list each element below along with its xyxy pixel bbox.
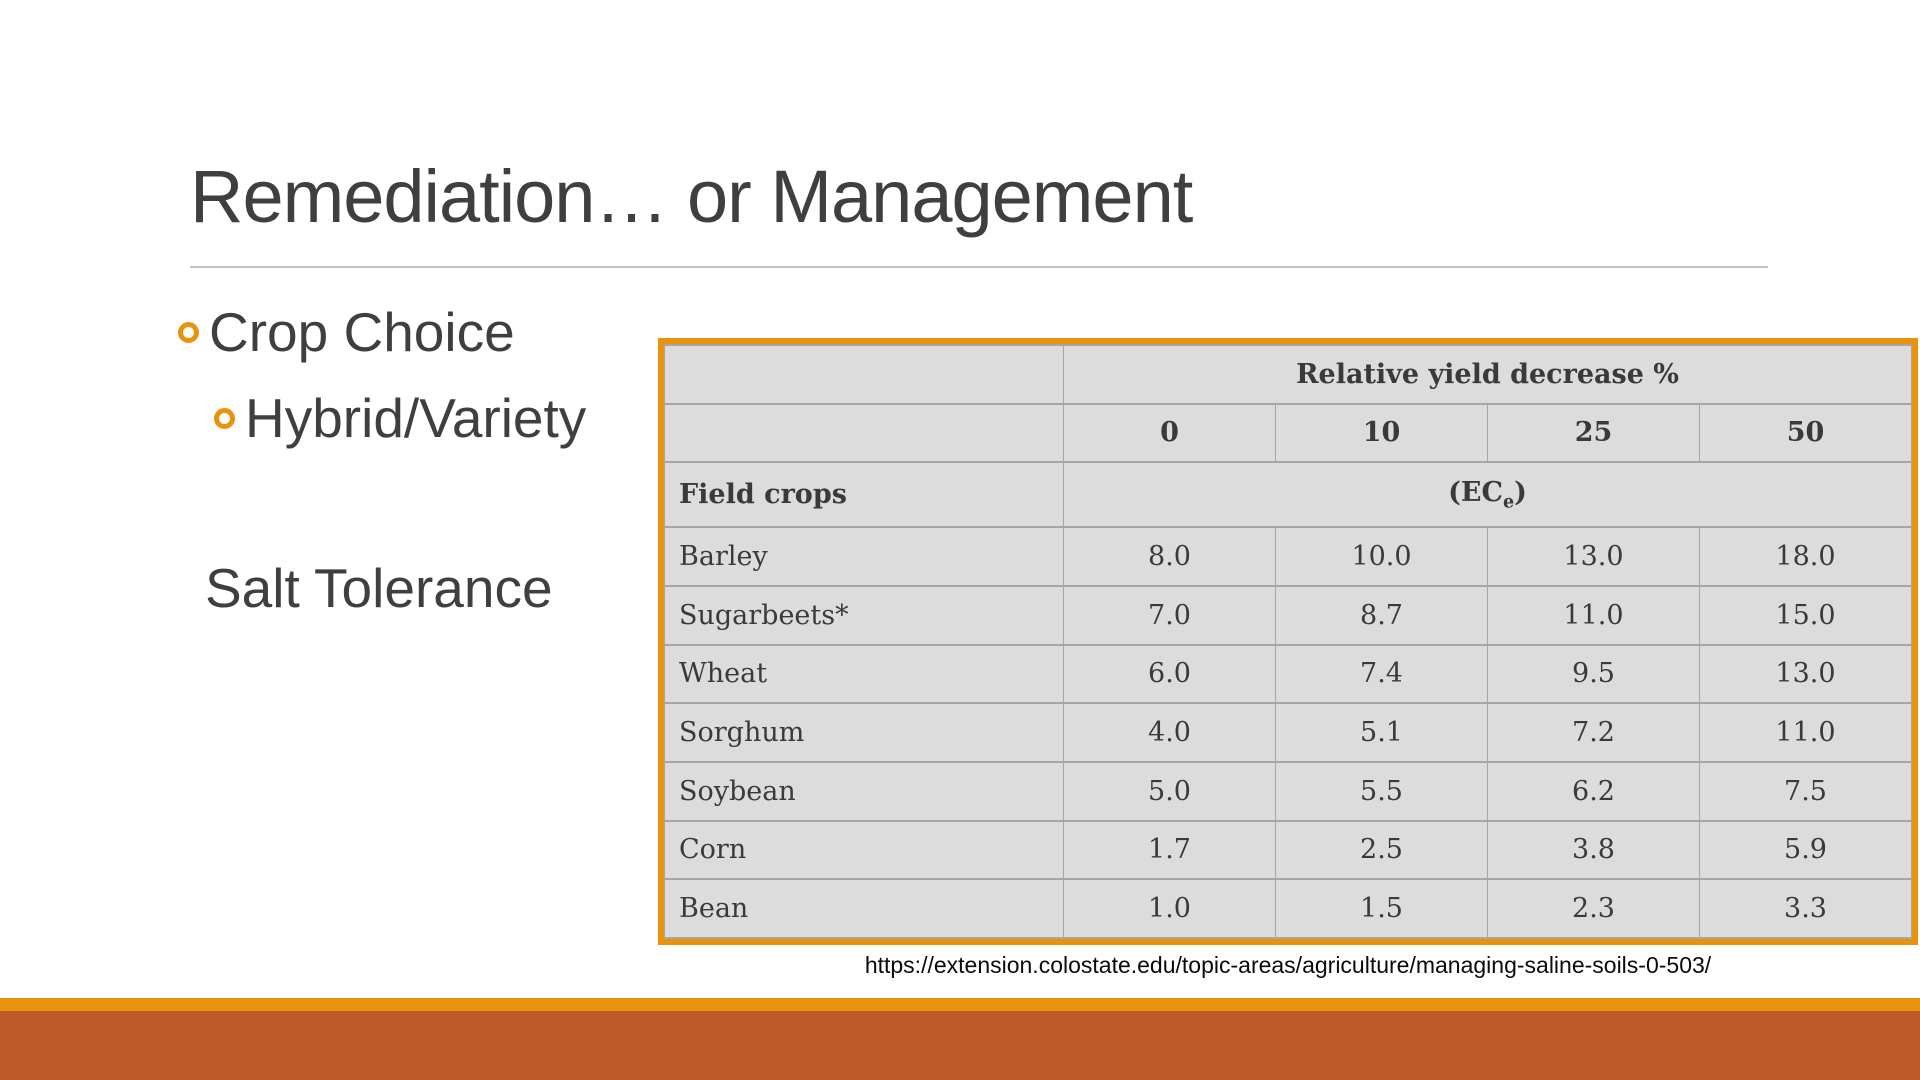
table-row: Bean 1.0 1.5 2.3 3.3 (663, 878, 1913, 939)
value-cell: 7.4 (1275, 643, 1488, 705)
value-cell: 8.0 (1063, 526, 1277, 587)
table-row: Corn 1.7 2.5 3.8 5.9 (663, 819, 1913, 881)
footer-accent-strip (0, 998, 1920, 1011)
source-url: https://extension.colostate.edu/topic-ar… (864, 952, 1712, 978)
value-cell: 10.0 (1275, 526, 1488, 587)
data-table: Relative yield decrease % 0 10 25 50 Fie… (663, 344, 1913, 939)
salt-tolerance-label: Salt Tolerance (205, 557, 553, 619)
value-cell: 13.0 (1698, 643, 1913, 705)
bullet-label: Crop Choice (209, 301, 515, 363)
unit-suffix: ) (1514, 477, 1527, 509)
crop-name-cell: Sugarbeets* (663, 584, 1065, 646)
slide-title: Remediation… or Management (190, 155, 1193, 238)
table-row: Sorghum 4.0 5.1 7.2 11.0 (663, 702, 1913, 763)
table-row: Sugarbeets* 7.0 8.7 11.0 15.0 (663, 584, 1913, 646)
value-cell: 7.2 (1487, 702, 1700, 763)
value-cell: 9.5 (1487, 643, 1700, 705)
level-cell: 25 (1487, 402, 1700, 464)
value-cell: 1.5 (1275, 878, 1488, 939)
footer-bar (0, 1011, 1920, 1080)
empty-cell (663, 402, 1065, 464)
value-cell: 15.0 (1698, 584, 1913, 646)
value-cell: 6.2 (1487, 760, 1700, 822)
value-cell: 5.1 (1275, 702, 1488, 763)
table-row-levels: 0 10 25 50 (663, 402, 1913, 464)
bullet-hybrid-variety: Hybrid/Variety (214, 388, 586, 449)
group-header-cell: Relative yield decrease % (1063, 344, 1912, 405)
crop-name-cell: Corn (663, 819, 1065, 881)
level-cell: 50 (1698, 402, 1913, 464)
value-cell: 18.0 (1698, 526, 1913, 587)
value-cell: 5.0 (1063, 760, 1277, 822)
crop-name-cell: Barley (663, 526, 1065, 587)
level-cell: 10 (1275, 402, 1488, 464)
value-cell: 2.3 (1487, 878, 1700, 939)
value-cell: 11.0 (1487, 584, 1700, 646)
value-cell: 13.0 (1487, 526, 1700, 587)
table-row-group-header: Relative yield decrease % (663, 344, 1912, 405)
bullet-crop-choice: Crop Choice (178, 302, 515, 363)
value-cell: 6.0 (1063, 643, 1277, 705)
value-cell: 4.0 (1063, 702, 1277, 763)
value-cell: 3.3 (1698, 878, 1913, 939)
level-cell: 0 (1063, 402, 1277, 464)
value-cell: 2.5 (1275, 819, 1488, 881)
unit-cell: (ECe) (1063, 461, 1912, 529)
value-cell: 7.5 (1698, 760, 1913, 822)
value-cell: 7.0 (1063, 584, 1277, 646)
value-cell: 1.7 (1063, 819, 1277, 881)
unit-subscript: e (1502, 492, 1515, 513)
bullet-circle-icon (214, 407, 235, 429)
bullet-circle-icon (178, 321, 199, 343)
crop-name-cell: Soybean (663, 760, 1065, 822)
value-cell: 5.9 (1698, 819, 1913, 881)
table-row: Barley 8.0 10.0 13.0 18.0 (663, 526, 1913, 587)
crop-name-cell: Sorghum (663, 702, 1065, 763)
crop-name-cell: Wheat (663, 643, 1065, 705)
value-cell: 3.8 (1487, 819, 1700, 881)
salt-tolerance-table: Relative yield decrease % 0 10 25 50 Fie… (658, 338, 1918, 945)
table-row: Wheat 6.0 7.4 9.5 13.0 (663, 643, 1913, 705)
value-cell: 1.0 (1063, 878, 1277, 939)
bullet-label: Hybrid/Variety (245, 387, 587, 449)
empty-cell (663, 344, 1065, 405)
row-header-cell: Field crops (663, 461, 1065, 529)
unit-prefix: (EC (1448, 477, 1503, 509)
table-row: Soybean 5.0 5.5 6.2 7.5 (663, 760, 1913, 822)
table-row-unit: Field crops (ECe) (663, 461, 1912, 529)
title-divider (190, 266, 1768, 268)
crop-name-cell: Bean (663, 878, 1065, 939)
value-cell: 11.0 (1698, 702, 1913, 763)
value-cell: 5.5 (1275, 760, 1488, 822)
value-cell: 8.7 (1275, 584, 1488, 646)
